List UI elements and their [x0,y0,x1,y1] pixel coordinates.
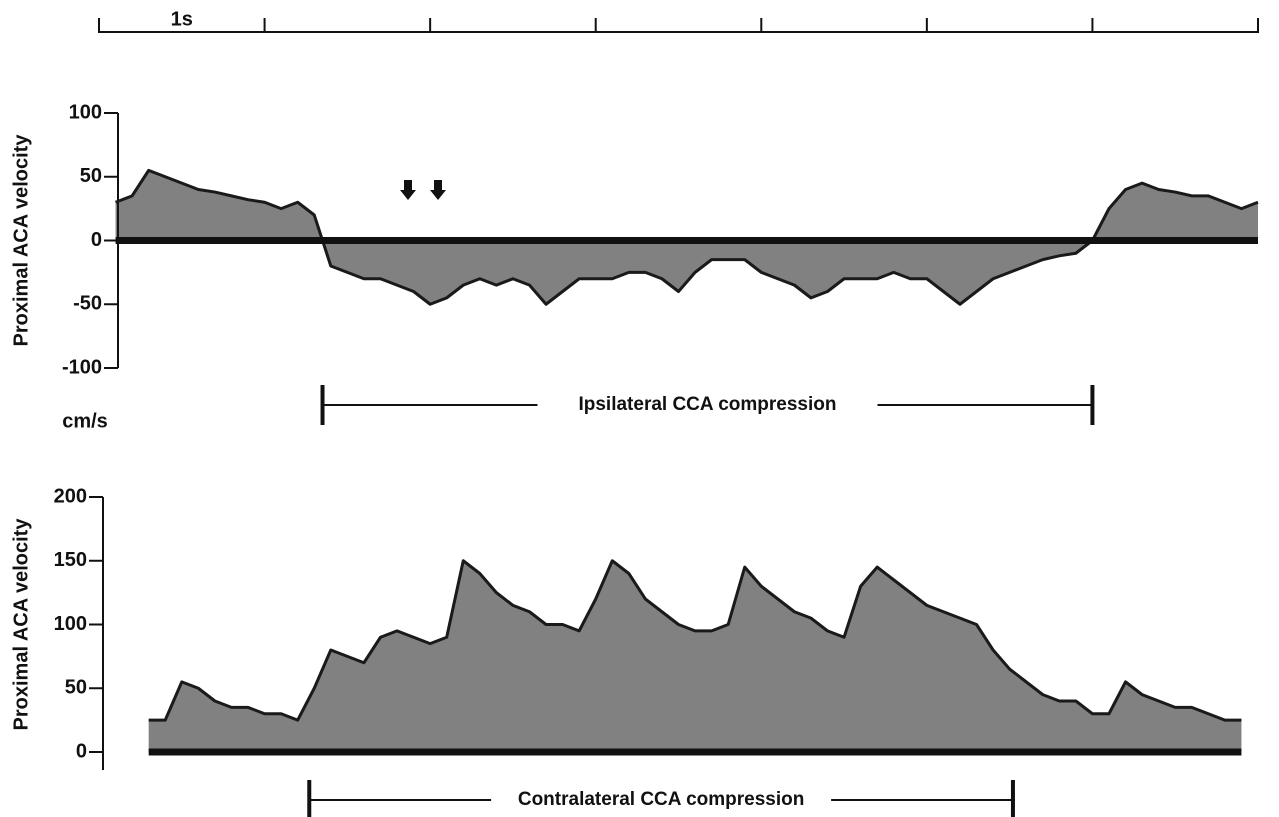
arrow [430,180,446,200]
velocity-area [148,560,1242,752]
time-scale-label: 1s [171,8,193,30]
y-tick-label: 150 [54,549,87,571]
y-tick-label: -50 [73,293,102,315]
y-axis-label: Proximal ACA velocity [10,518,32,731]
bracket-label-bg [537,391,878,419]
bracket-label: Contralateral CCA compression [518,789,804,810]
velocity-trace [148,559,1242,722]
y-tick-label: 100 [54,613,87,635]
y-tick-label: 0 [76,740,87,762]
velocity-area [115,170,1259,305]
bracket-label-bg [491,786,832,814]
velocity-trace [115,168,1259,306]
y-tick-label: -100 [62,356,102,378]
unit-label: cm/s [62,410,108,432]
y-tick-label: 100 [69,101,102,123]
arrow [400,180,416,200]
y-tick-label: 200 [54,485,87,507]
bracket-label: Ipsilateral CCA compression [578,394,836,415]
y-tick-label: 50 [65,677,87,699]
y-tick-label: 50 [80,165,102,187]
y-axis-label: Proximal ACA velocity [10,134,32,347]
y-tick-label: 0 [91,229,102,251]
